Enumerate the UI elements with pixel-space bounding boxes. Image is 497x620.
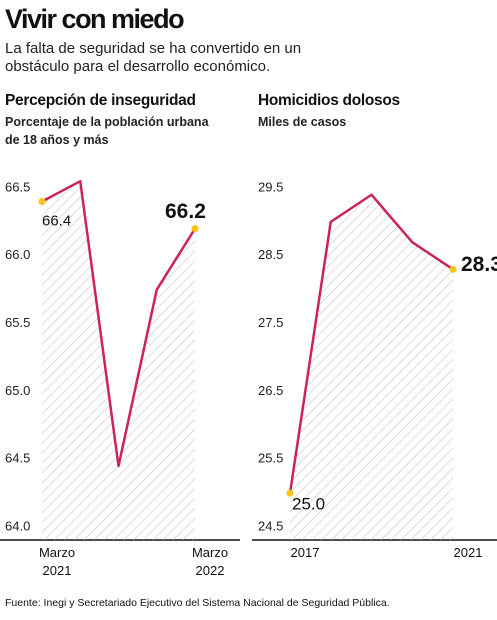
- x-tick-label: 2021: [453, 545, 483, 560]
- y-tick-label: 29.5: [258, 179, 283, 194]
- charts: 64.0 64.5 65.0 65.5 66.0 66.5 66.4 66.2 24.5 25.5…: [0, 179, 497, 541]
- value-label: 66.2: [165, 200, 206, 223]
- y-tick-label: 66.0: [5, 247, 30, 262]
- y-tick-label: 66.5: [5, 179, 30, 194]
- y-tick-label: 65.0: [5, 383, 30, 398]
- title: Vivir con miedo: [5, 4, 185, 34]
- x-tick-label: Marzo 2022: [191, 545, 229, 578]
- marker: [286, 489, 294, 497]
- y-tick-label: 65.5: [5, 315, 30, 330]
- chart-title: Percepción de inseguridad: [5, 92, 196, 109]
- value-label: 25.0: [292, 495, 325, 514]
- area: [290, 194, 453, 540]
- subtitle: La falta de seguridad se ha convertido e…: [5, 40, 302, 75]
- chart-subtitle: Porcentaje de la población urbana de 18 …: [5, 115, 209, 147]
- marker: [449, 265, 457, 273]
- y-tick-label: 26.5: [258, 383, 283, 398]
- y-tick-label: 64.0: [5, 518, 30, 533]
- value-label: 66.4: [42, 212, 71, 229]
- y-tick-label: 27.5: [258, 315, 283, 330]
- x-tick-label: Marzo 2021: [38, 545, 76, 578]
- chart-subtitle: Miles de casos: [258, 115, 347, 129]
- chart-title: Homicidios dolosos: [258, 92, 400, 109]
- y-tick-label: 25.5: [258, 451, 283, 466]
- area: [42, 181, 195, 540]
- y-tick-label: 64.5: [5, 451, 30, 466]
- y-tick-label: 24.5: [258, 518, 283, 533]
- line: [288, 193, 454, 494]
- marker: [191, 225, 199, 233]
- line: [41, 179, 197, 468]
- footer: Fuente: Inegi y Secretariado Ejecutivo d…: [5, 597, 390, 609]
- value-label: 28.3: [461, 253, 497, 276]
- marker: [38, 198, 46, 206]
- y-tick-label: 28.5: [258, 247, 283, 262]
- x-tick-label: 2017: [290, 545, 320, 560]
